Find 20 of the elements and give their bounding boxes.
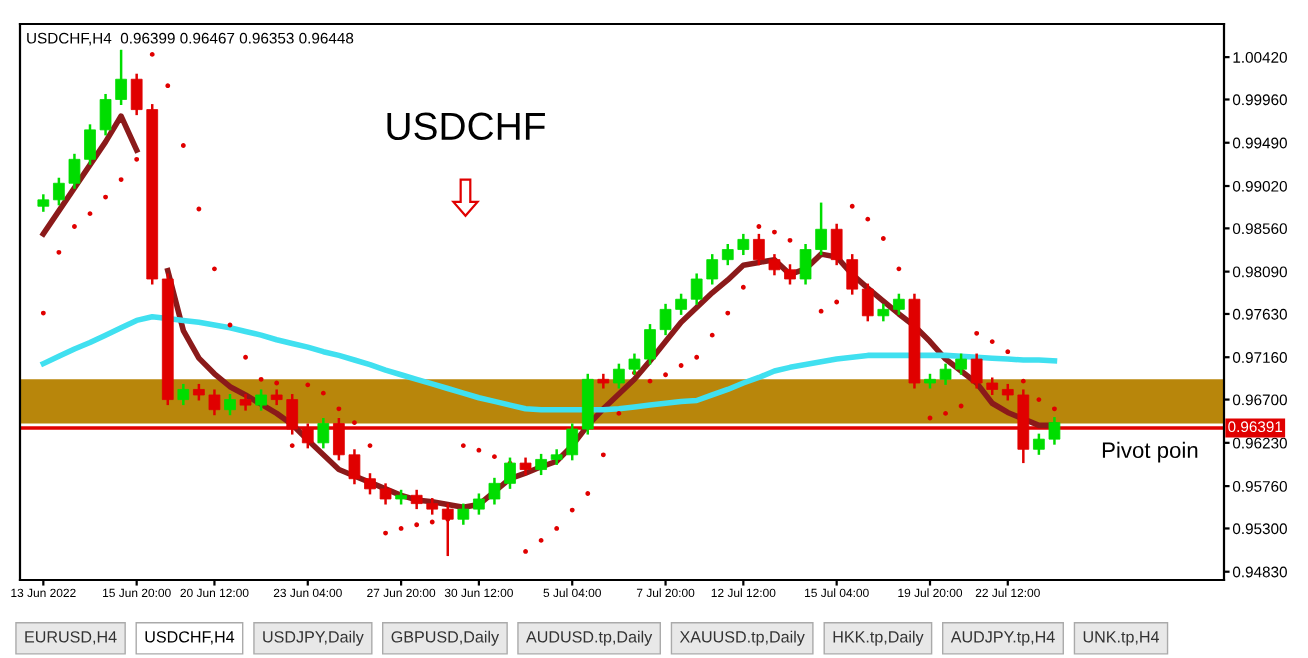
candlestick xyxy=(893,292,905,317)
text: UNK.tp,H4 xyxy=(1083,631,1160,646)
text: HKK.tp,Daily xyxy=(833,630,924,646)
annotation: USDCHF xyxy=(387,112,545,141)
line-series xyxy=(40,313,1058,413)
text: USDJPY,Daily xyxy=(263,630,364,646)
text: Pivot poin xyxy=(1102,441,1198,463)
candlestick xyxy=(177,382,190,407)
candlestick xyxy=(861,282,874,323)
text: AUDJPY.tp,H4 xyxy=(950,631,1055,646)
text: AUDUSD.tp,Daily xyxy=(526,630,653,646)
text: XAUUSD.tp,Daily xyxy=(679,630,805,646)
candlestick xyxy=(457,502,470,527)
candlestick xyxy=(224,392,236,417)
text: USDCHF,H4 xyxy=(145,631,235,645)
candlestick xyxy=(255,388,267,412)
candlestick xyxy=(535,452,547,477)
text: EURUSD,H4 xyxy=(25,631,117,645)
candlestick xyxy=(317,416,330,450)
text: GBPUSD,Daily xyxy=(391,630,500,646)
